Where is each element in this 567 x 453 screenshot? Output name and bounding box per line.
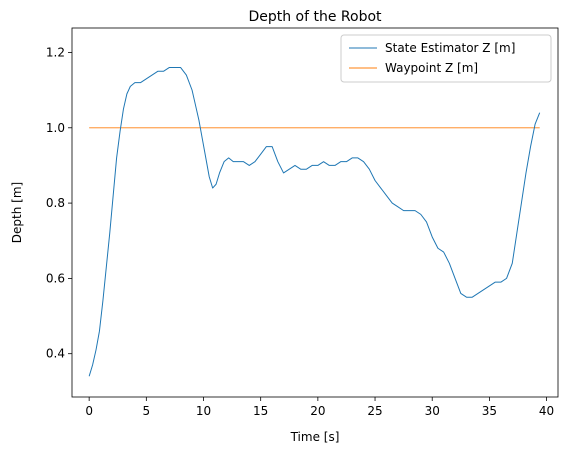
axis-ticks: 0 5 10 15 20 25 30 35 40 0.4 0.6 0.8 1.0 1.2 <box>46 45 554 418</box>
x-tick-label: 35 <box>482 404 497 418</box>
series-line-state-estimator <box>88 67 541 377</box>
y-tick-label: 0.4 <box>46 347 65 361</box>
x-tick-label: 15 <box>253 404 268 418</box>
plot-area: 0 5 10 15 20 25 30 35 40 0.4 0.6 0.8 1.0 1.2 <box>46 27 559 418</box>
legend-label-state-estimator: State Estimator Z [m] <box>385 41 515 55</box>
x-tick-label: 25 <box>367 404 382 418</box>
y-tick-label: 1.2 <box>46 45 65 59</box>
chart-title: Depth of the Robot <box>248 9 382 25</box>
y-tick-label: 0.6 <box>46 271 65 285</box>
y-axis-label: Depth [m] <box>10 182 24 243</box>
x-tick-label: 10 <box>196 404 211 418</box>
axes-frame <box>71 27 559 398</box>
x-tick-label: 5 <box>143 404 151 418</box>
x-tick-label: 0 <box>85 404 93 418</box>
series-layer <box>88 67 541 377</box>
y-tick-label: 0.8 <box>46 196 65 210</box>
x-axis-label: Time [s] <box>290 430 340 444</box>
x-tick-label: 40 <box>539 404 554 418</box>
legend-box <box>340 34 552 83</box>
x-tick-label: 30 <box>425 404 440 418</box>
y-tick-label: 1.0 <box>46 121 65 135</box>
legend-label-waypoint: Waypoint Z [m] <box>385 61 478 75</box>
legend: State Estimator Z [m] Waypoint Z [m] <box>340 34 552 83</box>
x-tick-label: 20 <box>310 404 325 418</box>
